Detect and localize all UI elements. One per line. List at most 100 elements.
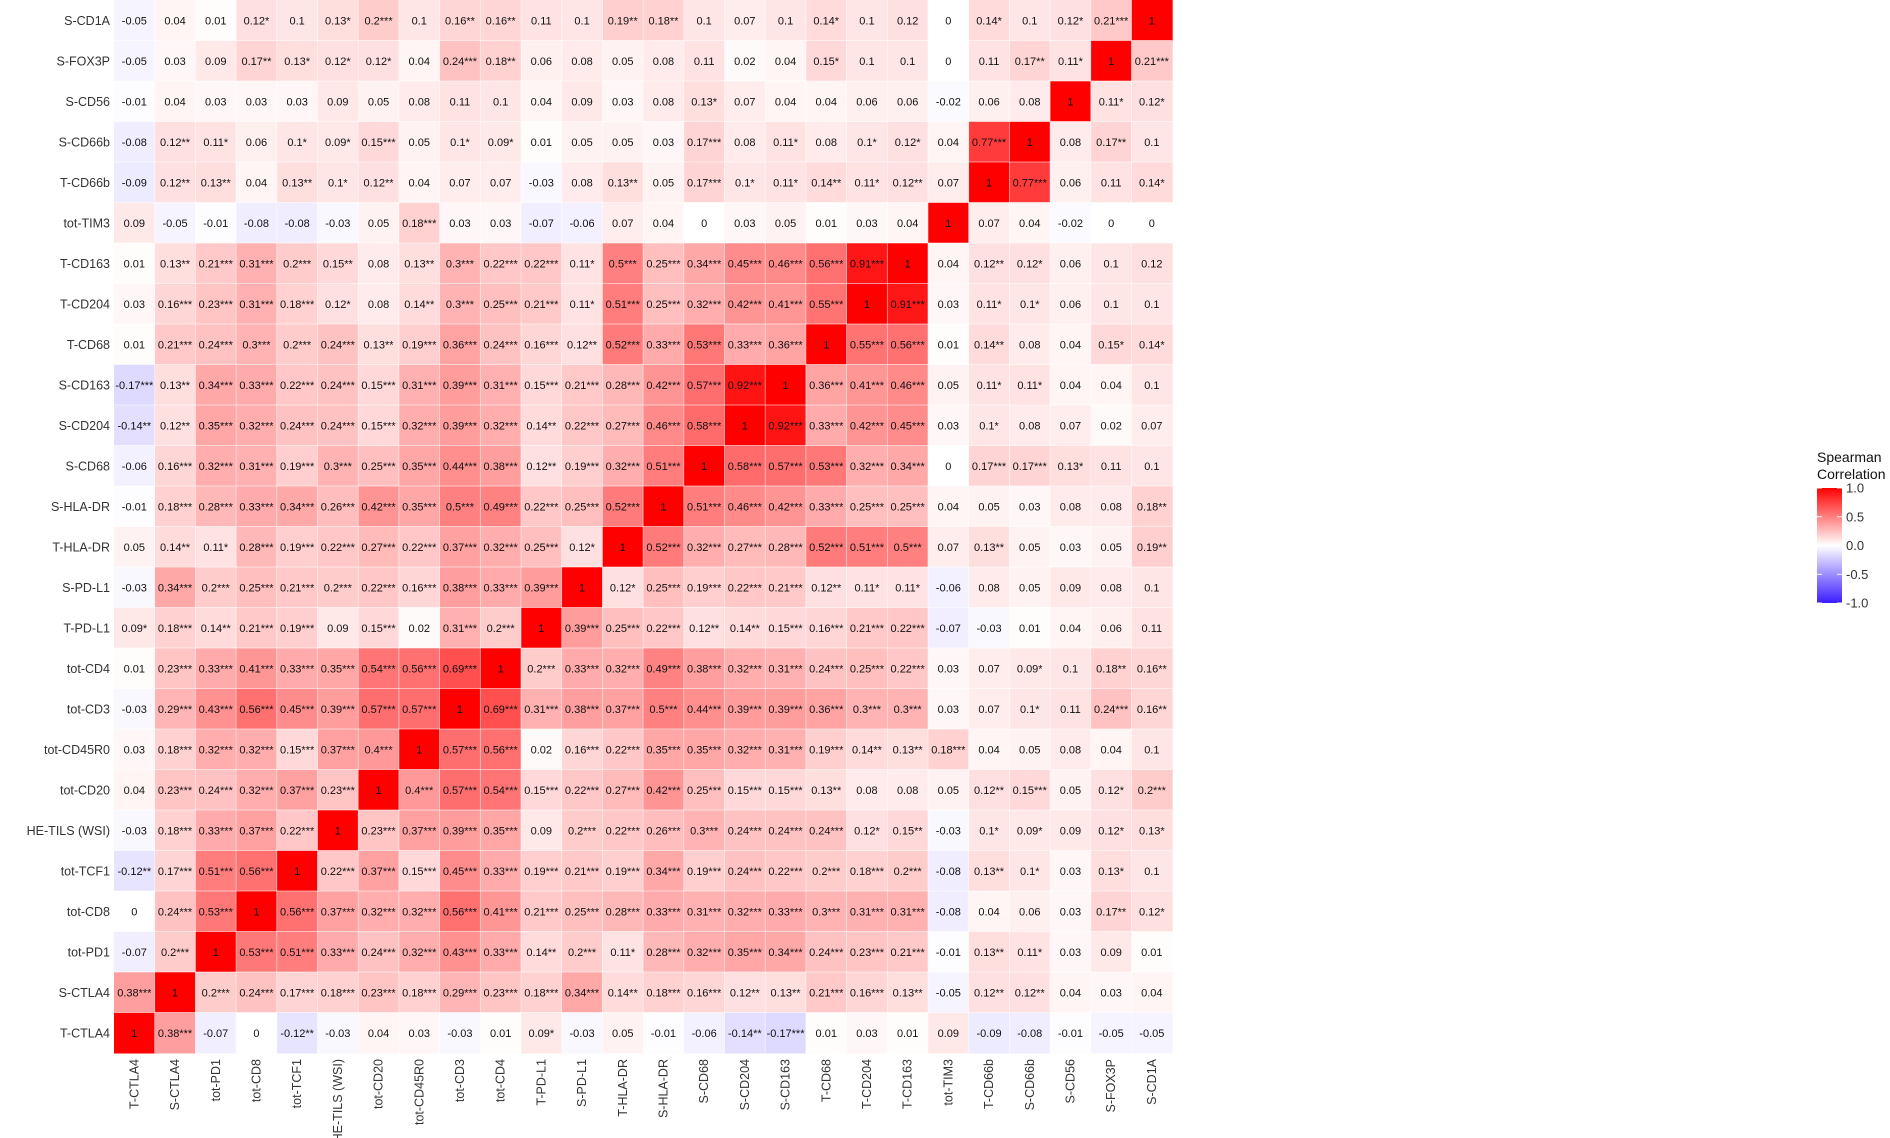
heatmap-cell-label: 0.58*** bbox=[728, 461, 763, 473]
heatmap-cell bbox=[805, 40, 848, 82]
heatmap-cell-label: -0.07 bbox=[529, 218, 554, 230]
heatmap-cell-label: 0.1* bbox=[1020, 299, 1040, 311]
heatmap-cell bbox=[724, 769, 766, 811]
heatmap-cell bbox=[114, 445, 156, 487]
heatmap-cell-label: -0.03 bbox=[122, 825, 147, 837]
heatmap-cell-label: 0.11* bbox=[1017, 380, 1043, 392]
heatmap-cell-label: 0.04 bbox=[938, 137, 959, 149]
heatmap-cell bbox=[236, 729, 278, 770]
column-labels: T-CTLA4 S-CTLA4 tot-PD1 tot-CD8 tot-TCF1 HE-T… bbox=[127, 1058, 1158, 1138]
heatmap-cell-label: 0.26*** bbox=[321, 501, 356, 513]
heatmap-cell-label: 0.51*** bbox=[606, 299, 641, 311]
heatmap-cell-label: 0.2*** bbox=[568, 825, 597, 837]
heatmap-cell bbox=[1090, 405, 1132, 446]
heatmap-cell bbox=[195, 688, 237, 730]
heatmap-cell-label: 0.16** bbox=[486, 15, 517, 27]
heatmap-cell bbox=[602, 567, 644, 608]
heatmap-cell-label: 0.13** bbox=[404, 258, 435, 270]
heatmap-cell-label: 0.09 bbox=[938, 1028, 959, 1040]
heatmap-cell bbox=[480, 364, 522, 406]
heatmap-cell bbox=[928, 729, 970, 770]
heatmap-cell bbox=[439, 972, 481, 1013]
heatmap-cell bbox=[1050, 729, 1092, 770]
heatmap-cell-label: 0.11 bbox=[531, 15, 552, 27]
heatmap-cell bbox=[154, 769, 196, 811]
heatmap-cell-label: 0.11 bbox=[1060, 704, 1081, 716]
heatmap-cell-label: 0.11* bbox=[1058, 56, 1084, 68]
heatmap-cell-label: 0.23*** bbox=[158, 785, 193, 797]
heatmap-cell-label: 1 bbox=[905, 258, 911, 270]
heatmap-cell bbox=[358, 931, 400, 973]
heatmap-cell bbox=[765, 445, 807, 487]
heatmap-cell bbox=[398, 243, 441, 284]
heatmap-cell-label: 0.04 bbox=[775, 56, 796, 68]
heatmap-cell-label: 0.22*** bbox=[361, 582, 396, 594]
heatmap-cell bbox=[846, 850, 888, 892]
heatmap-cell-label: 0.21*** bbox=[239, 623, 274, 635]
heatmap-cell bbox=[765, 283, 807, 325]
row-label: S-CD56 bbox=[66, 95, 111, 109]
heatmap-cell-label: 0.56*** bbox=[239, 704, 274, 716]
heatmap-cell-label: 0.1 bbox=[859, 15, 874, 27]
heatmap-cell bbox=[276, 445, 318, 487]
heatmap-cell-label: -0.12** bbox=[280, 1028, 314, 1040]
heatmap-cell-label: 0.35*** bbox=[484, 825, 519, 837]
row-label: S-FOX3P bbox=[57, 54, 111, 68]
heatmap-cell bbox=[765, 810, 807, 851]
heatmap-cell bbox=[928, 283, 970, 325]
heatmap-cell bbox=[398, 567, 441, 608]
heatmap-cell-label: 0.19*** bbox=[280, 542, 315, 554]
heatmap-cell bbox=[480, 769, 522, 811]
heatmap-cell-label: 0.1* bbox=[450, 137, 470, 149]
heatmap-cell bbox=[805, 729, 848, 770]
heatmap-cell bbox=[521, 769, 563, 811]
heatmap-cell-label: 0.05 bbox=[409, 137, 430, 149]
heatmap-cell bbox=[398, 648, 441, 689]
heatmap-cell-label: 0.33*** bbox=[809, 501, 844, 513]
heatmap-cell-label: 0.25*** bbox=[565, 501, 600, 513]
heatmap-cell-label: 0.07 bbox=[1141, 420, 1162, 432]
legend-tick-label: 0.0 bbox=[1846, 538, 1864, 553]
heatmap-cell-label: 0.05 bbox=[612, 1028, 633, 1040]
heatmap-cell-label: 0.56*** bbox=[402, 663, 437, 675]
heatmap-cell bbox=[561, 1012, 603, 1054]
heatmap-cell bbox=[1131, 850, 1173, 892]
heatmap-cell bbox=[1050, 648, 1092, 689]
color-legend: Spearman Correlation 1.0 0.5 0.0 -0.5 -1.0 bbox=[1817, 449, 1885, 611]
heatmap-cell bbox=[643, 202, 685, 244]
heatmap-cell bbox=[683, 283, 725, 325]
heatmap-cell bbox=[1050, 0, 1092, 41]
heatmap-cell bbox=[968, 202, 1010, 244]
heatmap-cell bbox=[521, 688, 563, 730]
heatmap-cell-label: 1 bbox=[416, 744, 422, 756]
heatmap-cell bbox=[887, 688, 929, 730]
heatmap-cell-label: -0.05 bbox=[122, 15, 147, 27]
heatmap-cell-label: -0.05 bbox=[936, 987, 961, 999]
heatmap-cell-label: 0.03 bbox=[490, 218, 511, 230]
heatmap-cell bbox=[928, 202, 970, 244]
heatmap-cell-label: 0.25*** bbox=[606, 623, 641, 635]
heatmap-cell bbox=[724, 972, 766, 1013]
heatmap-cell-label: 0.08 bbox=[1100, 582, 1121, 594]
heatmap-cell-label: 0.2*** bbox=[364, 15, 393, 27]
heatmap-cell-label: 0.08 bbox=[368, 258, 389, 270]
heatmap-cell-label: 0.15*** bbox=[524, 380, 559, 392]
heatmap-cell bbox=[1131, 283, 1173, 325]
heatmap-cell-label: 0.92*** bbox=[768, 420, 803, 432]
heatmap-cell-label: 0.1* bbox=[979, 420, 999, 432]
heatmap-cell-label: 0.49*** bbox=[484, 501, 519, 513]
heatmap-cell-label: 0.12 bbox=[897, 15, 918, 27]
heatmap-cell-label: 0.11 bbox=[1142, 623, 1163, 635]
heatmap-cell-label: 0.34*** bbox=[280, 501, 315, 513]
heatmap-cell-label: 0.35*** bbox=[321, 663, 356, 675]
heatmap-cell bbox=[276, 567, 318, 608]
legend-title-line2: Correlation bbox=[1817, 466, 1885, 482]
heatmap-cell-label: 0.5*** bbox=[894, 542, 923, 554]
heatmap-cell bbox=[1090, 243, 1132, 284]
row-label: S-HLA-DR bbox=[51, 500, 110, 514]
heatmap-cell bbox=[643, 607, 685, 649]
heatmap-cell bbox=[1090, 648, 1132, 689]
heatmap-cell-label: 0.31*** bbox=[402, 380, 437, 392]
heatmap-cell bbox=[602, 324, 644, 365]
